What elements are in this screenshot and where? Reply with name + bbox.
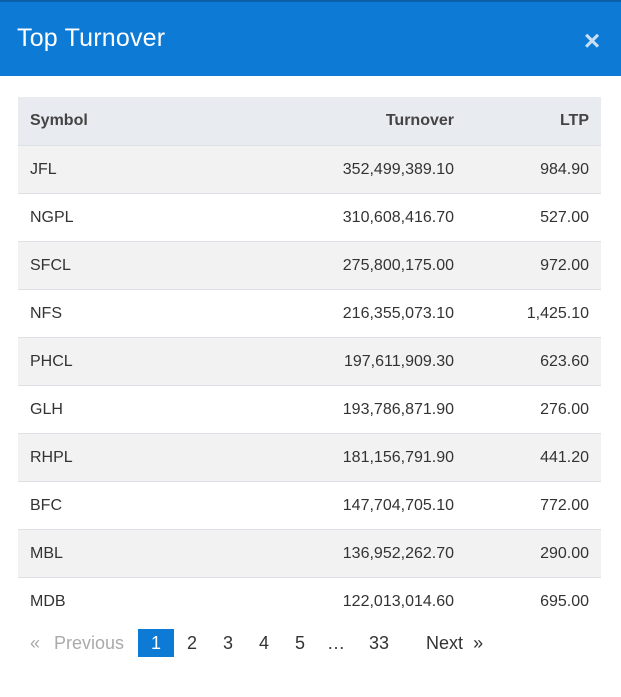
page-button-33[interactable]: 33 xyxy=(369,633,390,653)
cell-turnover: 275,800,175.00 xyxy=(222,241,466,290)
cell-turnover: 310,608,416.70 xyxy=(222,193,466,242)
cell-turnover: 136,952,262.70 xyxy=(222,529,466,578)
cell-ltp: 623.60 xyxy=(466,337,601,386)
page-button-1[interactable]: 1 xyxy=(138,629,175,657)
cell-ltp: 1,425.10 xyxy=(466,289,601,338)
double-chevron-left-icon: « xyxy=(30,632,41,653)
cell-turnover: 352,499,389.10 xyxy=(222,145,466,194)
cell-turnover: 147,704,705.10 xyxy=(222,481,466,530)
page-button-2[interactable]: 2 xyxy=(187,633,198,653)
column-header-ltp: LTP xyxy=(466,97,601,146)
cell-ltp: 276.00 xyxy=(466,385,601,434)
table-row: BFC 147,704,705.10 772.00 xyxy=(18,481,601,530)
page-ellipsis: … xyxy=(327,632,346,653)
double-chevron-right-icon: » xyxy=(473,632,484,653)
cell-ltp: 984.90 xyxy=(466,145,601,194)
next-label: Next xyxy=(426,632,464,653)
column-header-symbol: Symbol xyxy=(18,97,222,146)
table-row: JFL 352,499,389.10 984.90 xyxy=(18,145,601,194)
cell-symbol: BFC xyxy=(18,481,222,530)
cell-turnover: 216,355,073.10 xyxy=(222,289,466,338)
cell-symbol: RHPL xyxy=(18,433,222,482)
cell-symbol: SFCL xyxy=(18,241,222,290)
cell-turnover: 122,013,014.60 xyxy=(222,577,466,625)
previous-button[interactable]: « Previous xyxy=(30,633,124,654)
table-row: PHCL 197,611,909.30 623.60 xyxy=(18,337,601,386)
table-row: RHPL 181,156,791.90 441.20 xyxy=(18,433,601,482)
table-row: GLH 193,786,871.90 276.00 xyxy=(18,385,601,434)
cell-symbol: JFL xyxy=(18,145,222,194)
cell-ltp: 695.00 xyxy=(466,577,601,625)
cell-ltp: 290.00 xyxy=(466,529,601,578)
table-row: NGPL 310,608,416.70 527.00 xyxy=(18,193,601,242)
modal-header: Top Turnover × xyxy=(0,0,621,76)
cell-turnover: 197,611,909.30 xyxy=(222,337,466,386)
cell-symbol: PHCL xyxy=(18,337,222,386)
modal-title: Top Turnover xyxy=(17,24,166,52)
cell-turnover: 193,786,871.90 xyxy=(222,385,466,434)
cell-symbol: NGPL xyxy=(18,193,222,242)
table-header-row: Symbol Turnover LTP xyxy=(18,97,601,146)
turnover-table-container: Symbol Turnover LTP JFL 352,499,389.10 9… xyxy=(18,97,601,625)
table-row: SFCL 275,800,175.00 972.00 xyxy=(18,241,601,290)
page-button-4[interactable]: 4 xyxy=(259,633,270,653)
cell-ltp: 527.00 xyxy=(466,193,601,242)
pagination: « Previous 1 2 3 4 5 … 33 Next » xyxy=(18,628,483,658)
cell-symbol: NFS xyxy=(18,289,222,338)
close-icon[interactable]: × xyxy=(583,25,601,56)
cell-symbol: MBL xyxy=(18,529,222,578)
turnover-table: Symbol Turnover LTP JFL 352,499,389.10 9… xyxy=(18,97,601,625)
column-header-turnover: Turnover xyxy=(222,97,466,146)
cell-symbol: GLH xyxy=(18,385,222,434)
table-row: MBL 136,952,262.70 290.00 xyxy=(18,529,601,578)
cell-ltp: 772.00 xyxy=(466,481,601,530)
cell-symbol: MDB xyxy=(18,577,222,625)
next-button[interactable]: Next » xyxy=(426,633,483,654)
cell-ltp: 441.20 xyxy=(466,433,601,482)
page-button-3[interactable]: 3 xyxy=(223,633,234,653)
cell-ltp: 972.00 xyxy=(466,241,601,290)
page-button-5[interactable]: 5 xyxy=(295,633,306,653)
cell-turnover: 181,156,791.90 xyxy=(222,433,466,482)
table-row: MDB 122,013,014.60 695.00 xyxy=(18,577,601,625)
table-row: NFS 216,355,073.10 1,425.10 xyxy=(18,289,601,338)
previous-label: Previous xyxy=(54,632,125,653)
